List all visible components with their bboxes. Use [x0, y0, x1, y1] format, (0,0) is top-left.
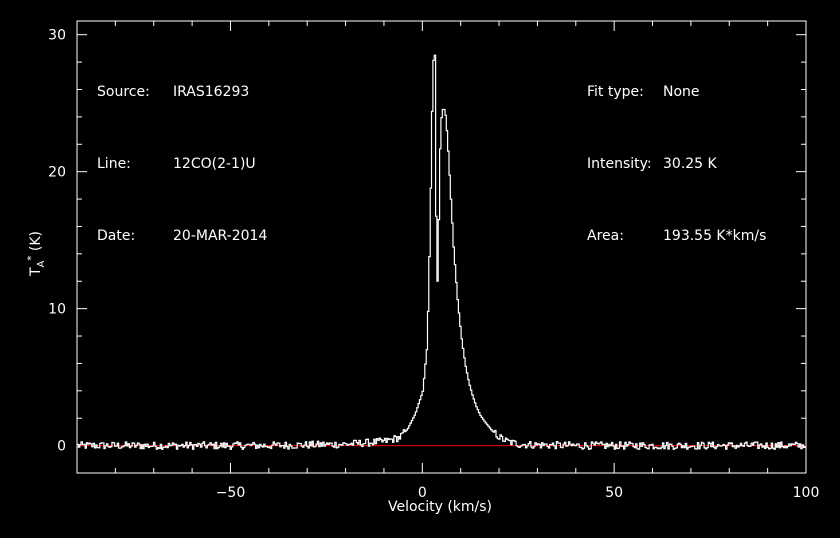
plot-frame — [76, 20, 807, 474]
y-axis-label-text: TA* (K) — [26, 231, 47, 277]
y-tick-label: 20 — [48, 165, 66, 181]
info-value: 193.55 K*km/s — [663, 228, 767, 244]
info-key: Date: — [97, 228, 136, 244]
axis-ticks — [76, 21, 807, 473]
x-axis-label: Velocity (km/s) — [387, 499, 493, 515]
info-row-line: Line: 12CO(2-1)U — [97, 152, 267, 176]
info-value: IRAS16293 — [173, 84, 250, 100]
x-tick-label: 100 — [793, 485, 820, 501]
x-tick-label: 50 — [605, 485, 623, 501]
y-tick-label: 30 — [48, 28, 66, 44]
info-row-area: Area: 193.55 K*km/s — [587, 224, 766, 248]
info-row-fit-type: Fit type: None — [587, 80, 766, 104]
x-tick-label: 0 — [418, 485, 427, 501]
header-info-right: Fit type: None Intensity: 30.25 K Area: 193… — [587, 32, 766, 272]
info-row-date: Date: 20-MAR-2014 — [97, 224, 267, 248]
info-row-source: Source: IRAS16293 — [97, 80, 267, 104]
info-key: Area: — [587, 228, 624, 244]
spectrum-line — [77, 54, 806, 450]
axis-tick-labels: −50 0 50 100 0 10 20 30 — [48, 28, 819, 501]
info-key: Source: — [97, 84, 150, 100]
header-info-left: Source: IRAS16293 Line: 12CO(2-1)U Date: 20… — [97, 32, 267, 272]
y-tick-label: 10 — [48, 302, 66, 318]
info-value: 30.25 K — [663, 156, 717, 172]
y-tick-label: 0 — [57, 439, 66, 455]
info-key: Line: — [97, 156, 131, 172]
x-tick-label: −50 — [216, 485, 246, 501]
info-key: Intensity: — [587, 156, 652, 172]
y-axis-label: TA* (K) — [20, 231, 50, 277]
info-value: 12CO(2-1)U — [173, 156, 256, 172]
info-value: None — [663, 84, 700, 100]
info-value: 20-MAR-2014 — [173, 228, 268, 244]
info-row-intensity: Intensity: 30.25 K — [587, 152, 766, 176]
info-key: Fit type: — [587, 84, 644, 100]
